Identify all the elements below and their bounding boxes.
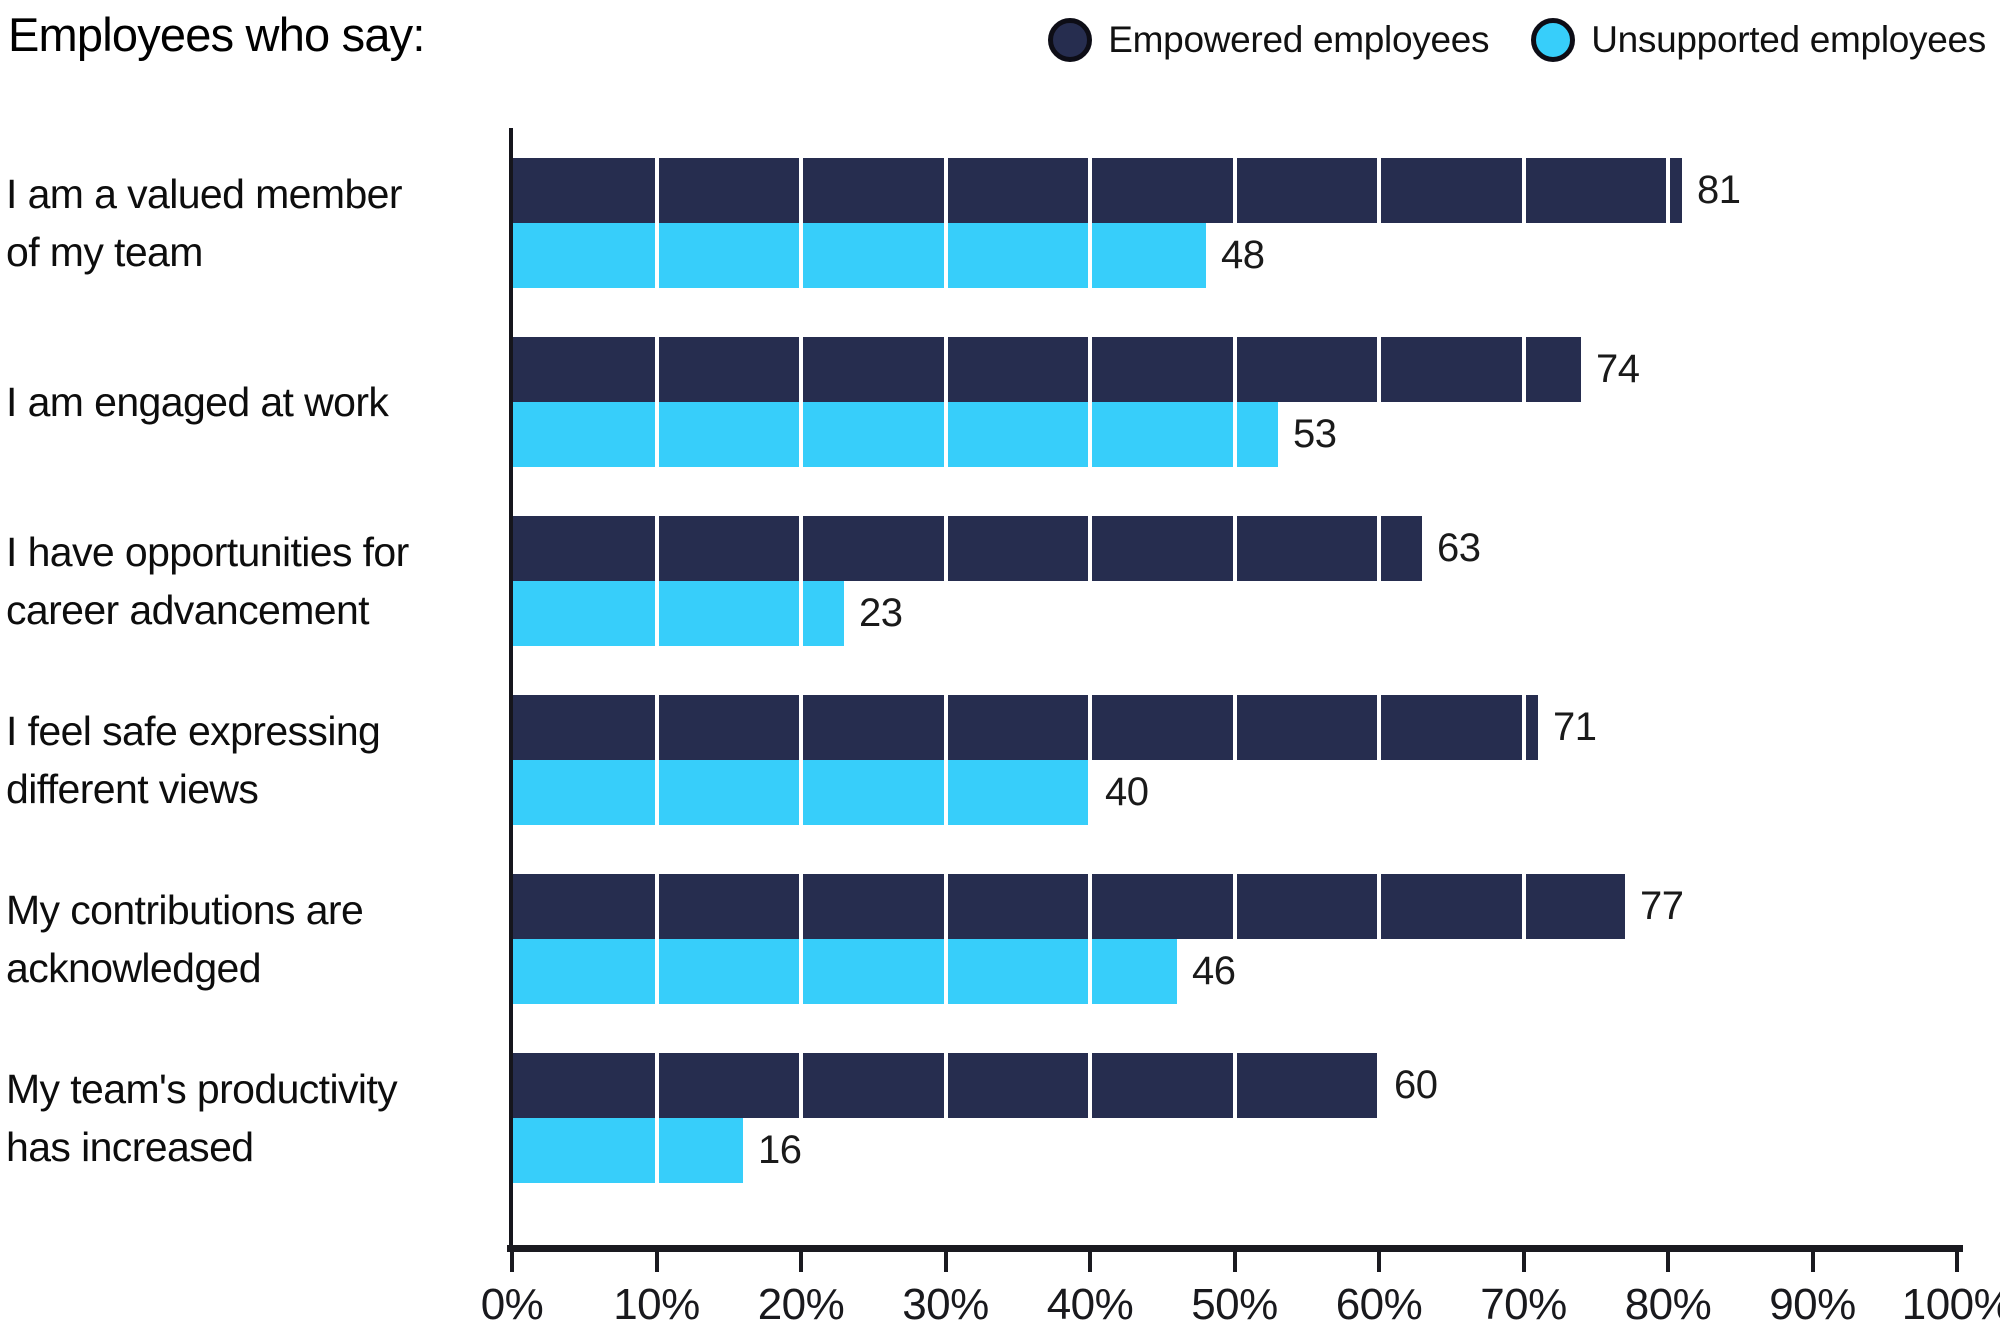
legend-item-unsupported: Unsupported employees — [1531, 18, 1986, 62]
bar-empowered — [512, 695, 1538, 760]
category-label-line: has increased — [6, 1124, 254, 1170]
empowered-swatch-icon — [1048, 18, 1093, 62]
bar-unsupported — [512, 581, 844, 646]
gridline — [943, 130, 948, 1245]
category-label: I have opportunities for career advanceme… — [6, 516, 498, 646]
legend-label-empowered: Empowered employees — [1108, 19, 1490, 60]
x-axis-tick-label: 100% — [1901, 1280, 2000, 1329]
x-axis-tick — [1088, 1252, 1092, 1272]
value-label: 48 — [1221, 233, 1265, 277]
legend-item-empowered: Empowered employees — [1048, 18, 1490, 62]
value-label: 40 — [1105, 770, 1149, 814]
category-label: My contributions are acknowledged — [6, 874, 498, 1004]
category-label-line: I am engaged at work — [6, 379, 389, 425]
value-label: 16 — [758, 1128, 802, 1172]
value-label: 60 — [1394, 1063, 1438, 1107]
y-axis-line — [509, 128, 513, 1251]
bar-group: 71 40 — [512, 695, 1961, 825]
legend: Empowered employees Unsupported employee… — [1048, 18, 1986, 62]
category-label-line: career advancement — [6, 587, 370, 633]
category-label-line: acknowledged — [6, 945, 262, 991]
bar-group: 74 53 — [512, 337, 1961, 467]
bar-empowered — [512, 158, 1682, 223]
bar-group: 77 46 — [512, 874, 1961, 1004]
chart-title: Employees who say: — [8, 8, 425, 61]
category-label: My team's productivity has increased — [6, 1053, 498, 1183]
x-axis-tick — [1955, 1252, 1959, 1272]
x-axis-tick-label: 0% — [480, 1280, 544, 1329]
gridline — [1810, 130, 1815, 1245]
category-labels: I am a valued member of my team I am engag… — [6, 130, 498, 1245]
plot-area: 81 48 74 53 63 23 71 40 77 46 60 16 0% 10% 20% 30% 40% 50… — [481, 128, 2000, 1329]
value-label: 74 — [1596, 347, 1640, 391]
gridline — [799, 130, 803, 1245]
x-axis-tick — [1666, 1252, 1670, 1272]
category-label-line: I am a valued member — [6, 171, 403, 217]
x-axis-tick-label: 70% — [1480, 1280, 1567, 1329]
gridline — [1377, 130, 1381, 1245]
bar-group: 63 23 — [512, 516, 1961, 646]
x-axis-tick — [510, 1252, 514, 1272]
bar-unsupported — [512, 223, 1206, 288]
x-axis-tick-label: 30% — [902, 1280, 989, 1329]
bar-empowered — [512, 337, 1581, 402]
category-label-line: of my team — [6, 229, 203, 275]
bar-empowered — [512, 516, 1422, 581]
gridline — [1088, 130, 1092, 1245]
category-label: I am a valued member of my team — [6, 158, 498, 288]
x-axis-tick — [1377, 1252, 1381, 1272]
value-label: 81 — [1697, 168, 1741, 212]
value-label: 77 — [1640, 884, 1684, 928]
unsupported-swatch-icon — [1531, 18, 1576, 62]
legend-label-unsupported: Unsupported employees — [1591, 19, 1986, 60]
bar-empowered — [512, 874, 1625, 939]
value-label: 71 — [1553, 705, 1597, 749]
bar-unsupported — [512, 939, 1177, 1004]
value-label: 46 — [1192, 949, 1236, 993]
x-axis-line — [507, 1245, 1963, 1252]
x-axis-tick — [654, 1252, 659, 1272]
bar-unsupported — [512, 402, 1278, 467]
x-axis-tick-label: 40% — [1046, 1280, 1134, 1329]
gridline — [1521, 130, 1526, 1245]
x-axis-tick-label: 60% — [1335, 1280, 1423, 1329]
category-label-line: I feel safe expressing — [6, 708, 381, 754]
x-axis-tick — [1232, 1252, 1237, 1272]
category-label-line: My team's productivity — [6, 1066, 398, 1112]
value-label: 53 — [1293, 412, 1337, 456]
gridline — [654, 130, 659, 1245]
x-axis-tick — [1521, 1252, 1526, 1272]
x-axis-tick-label: 50% — [1191, 1280, 1278, 1329]
x-axis-tick-label: 90% — [1769, 1280, 1856, 1329]
category-label: I am engaged at work — [6, 337, 498, 467]
x-axis-tick — [943, 1252, 948, 1272]
category-label-line: different views — [6, 766, 259, 812]
x-axis-tick — [1810, 1252, 1815, 1272]
x-axis-tick-label: 20% — [757, 1280, 845, 1329]
bar-group: 60 16 — [512, 1053, 1961, 1183]
category-label: I feel safe expressing different views — [6, 695, 498, 825]
x-axis-tick — [799, 1252, 803, 1272]
value-label: 23 — [859, 591, 903, 635]
x-axis-tick-label: 10% — [613, 1280, 700, 1329]
gridline — [1666, 130, 1670, 1245]
category-label-line: I have opportunities for — [6, 529, 409, 575]
bar-group: 81 48 — [512, 158, 1961, 288]
gridline — [1232, 130, 1237, 1245]
x-axis-tick-label: 80% — [1624, 1280, 1712, 1329]
bar-unsupported — [512, 1118, 743, 1183]
category-label-line: My contributions are — [6, 887, 364, 933]
value-label: 63 — [1437, 526, 1481, 570]
